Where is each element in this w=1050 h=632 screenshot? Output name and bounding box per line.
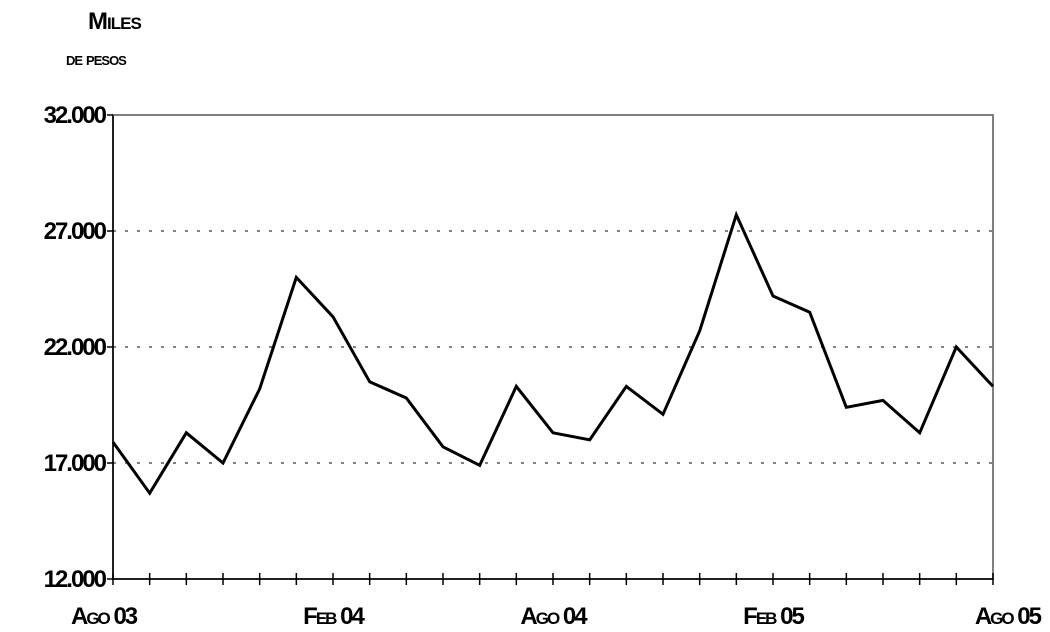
- x-tick-label: Ago 04: [520, 603, 588, 630]
- gridlines: [113, 230, 993, 464]
- y-tick-labels: 12.000 17.000 22.000 27.000 32.000: [44, 102, 109, 593]
- y-unit-label-line1: Miles: [88, 8, 142, 35]
- x-tick-label: Feb 04: [303, 603, 365, 630]
- y-tick-label: 27.000: [44, 218, 107, 245]
- x-tick-label: Ago 05: [975, 603, 1042, 630]
- series-line: [111, 210, 995, 496]
- y-tick-label: 12.000: [44, 566, 107, 593]
- y-tick-label: 17.000: [44, 450, 107, 477]
- axes: [107, 114, 994, 585]
- y-tick-label: 32.000: [44, 102, 107, 129]
- x-tick-labels: Ago 03 Feb 04 Ago 04 Feb 05 Ago 05: [71, 603, 1044, 630]
- y-tick-label: 22.000: [44, 334, 107, 361]
- x-tick-label: Feb 05: [743, 603, 804, 630]
- x-tick-label: Ago 03: [71, 603, 138, 630]
- y-unit-label-line2: de pesos: [66, 49, 127, 69]
- series-layer: [111, 210, 995, 496]
